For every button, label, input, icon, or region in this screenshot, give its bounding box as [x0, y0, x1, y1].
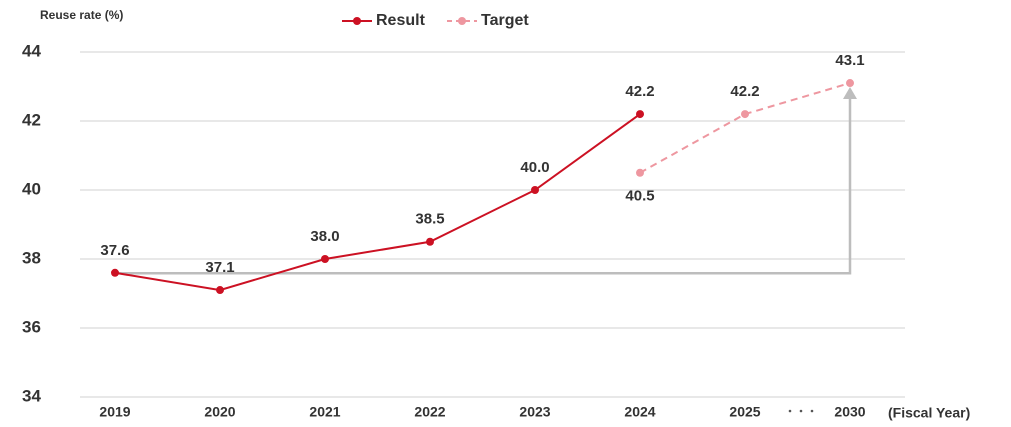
arrow-line [115, 97, 852, 275]
data-point [636, 168, 644, 177]
data-label: 42.2 [730, 83, 759, 100]
arrow-head [843, 87, 857, 100]
legend-label: Target [481, 12, 529, 29]
ellipsis [788, 409, 814, 413]
x-tick-label: 2019 [99, 404, 130, 420]
data-label: 43.1 [835, 52, 864, 69]
legend-marker [458, 17, 466, 25]
y-tick-label: 44 [22, 41, 41, 60]
data-label: 38.0 [310, 228, 339, 245]
x-tick-label: 2030 [834, 404, 865, 420]
data-point [216, 286, 224, 295]
data-point [426, 237, 434, 246]
x-tick-label: 2022 [414, 404, 445, 420]
data-label: 38.5 [415, 211, 444, 228]
y-axis-label: Reuse rate (%) [40, 8, 123, 22]
data-point [636, 110, 644, 119]
data-label: 42.2 [625, 83, 654, 100]
legend-marker [353, 17, 361, 25]
data-label: 40.0 [520, 159, 549, 176]
legend-label: Result [376, 12, 426, 29]
data-point [531, 186, 539, 194]
x-tick-label: 2021 [309, 404, 340, 420]
y-tick-label: 40 [22, 179, 41, 198]
data-point [741, 110, 749, 119]
data-label: 40.5 [625, 188, 654, 205]
y-tick-label: 38 [22, 248, 41, 267]
data-point [111, 268, 119, 277]
y-tick-label: 36 [22, 317, 41, 336]
data-point [846, 79, 854, 88]
x-tick-label: 2020 [204, 404, 235, 420]
series-line [114, 113, 641, 292]
y-tick-label: 34 [22, 386, 41, 405]
y-tick-label: 42 [22, 110, 41, 129]
x-axis-label: (Fiscal Year) [888, 405, 970, 421]
x-tick-label: 2025 [729, 404, 760, 420]
data-label: 37.6 [100, 242, 129, 259]
data-label: 37.1 [205, 259, 234, 276]
data-point [321, 255, 329, 263]
x-tick-label: 2023 [519, 404, 550, 420]
x-tick-label: 2024 [624, 404, 655, 420]
